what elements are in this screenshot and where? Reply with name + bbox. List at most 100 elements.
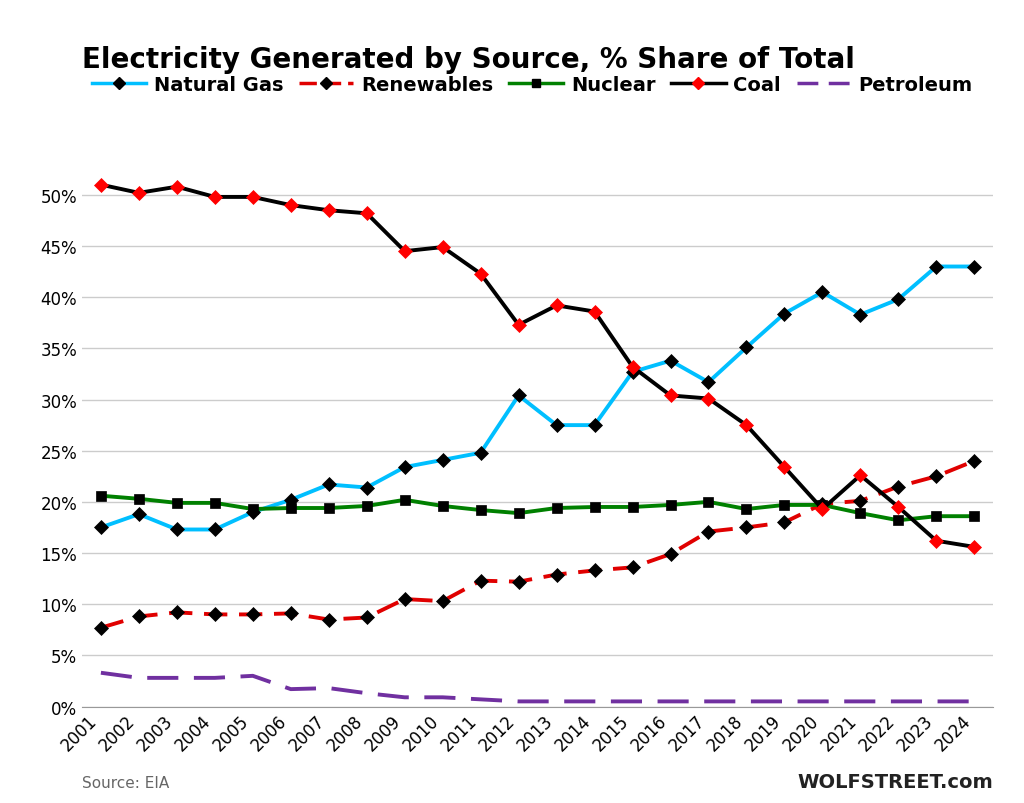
Natural Gas (892, 295, 904, 304)
Renewables (398, 594, 411, 604)
Natural Gas (171, 525, 183, 535)
Coal (95, 181, 108, 190)
Petroleum (285, 684, 297, 694)
Coal (512, 320, 524, 330)
Nuclear (285, 503, 297, 513)
Coal (360, 210, 373, 219)
Petroleum (360, 688, 373, 698)
Nuclear (436, 502, 449, 512)
Renewables (512, 577, 524, 587)
Coal (930, 536, 942, 546)
Natural Gas (247, 507, 259, 517)
Renewables (247, 609, 259, 619)
Coal (247, 193, 259, 202)
Renewables (740, 523, 753, 532)
Renewables (209, 609, 221, 619)
Natural Gas (398, 463, 411, 472)
Coal (968, 542, 980, 552)
Renewables (702, 527, 715, 536)
Nuclear (209, 499, 221, 508)
Line: Renewables: Renewables (96, 456, 979, 633)
Petroleum (171, 673, 183, 683)
Natural Gas (551, 421, 563, 430)
Coal (816, 504, 828, 514)
Natural Gas (665, 357, 677, 366)
Petroleum (474, 695, 486, 704)
Natural Gas (360, 483, 373, 493)
Nuclear (323, 503, 335, 513)
Renewables (133, 612, 145, 622)
Nuclear (702, 497, 715, 507)
Petroleum (323, 683, 335, 693)
Natural Gas (285, 495, 297, 505)
Natural Gas (95, 523, 108, 532)
Petroleum (740, 697, 753, 707)
Coal (551, 301, 563, 311)
Coal (778, 463, 791, 472)
Coal (323, 206, 335, 216)
Renewables (778, 518, 791, 528)
Renewables (892, 482, 904, 491)
Nuclear (854, 508, 866, 518)
Petroleum (589, 697, 601, 707)
Renewables (171, 608, 183, 618)
Coal (133, 189, 145, 198)
Natural Gas (474, 448, 486, 458)
Coal (209, 193, 221, 202)
Coal (171, 182, 183, 192)
Nuclear (968, 512, 980, 521)
Natural Gas (778, 309, 791, 319)
Coal (854, 471, 866, 480)
Petroleum (133, 673, 145, 683)
Nuclear (474, 506, 486, 516)
Nuclear (740, 504, 753, 514)
Petroleum (95, 668, 108, 678)
Renewables (968, 457, 980, 467)
Coal (702, 394, 715, 404)
Coal (589, 308, 601, 317)
Natural Gas (854, 311, 866, 320)
Petroleum (665, 697, 677, 707)
Petroleum (247, 671, 259, 681)
Coal (398, 247, 411, 257)
Text: Source: EIA: Source: EIA (82, 775, 169, 790)
Petroleum (512, 697, 524, 707)
Natural Gas (702, 378, 715, 388)
Natural Gas (930, 263, 942, 272)
Nuclear (627, 503, 639, 512)
Petroleum (816, 697, 828, 707)
Nuclear (665, 500, 677, 510)
Petroleum (627, 697, 639, 707)
Nuclear (816, 500, 828, 510)
Renewables (95, 623, 108, 633)
Petroleum (551, 697, 563, 707)
Nuclear (778, 500, 791, 510)
Line: Nuclear: Nuclear (96, 491, 979, 525)
Coal (474, 270, 486, 279)
Nuclear (589, 503, 601, 512)
Coal (665, 391, 677, 401)
Renewables (323, 615, 335, 625)
Natural Gas (133, 510, 145, 520)
Nuclear (95, 491, 108, 501)
Renewables (474, 576, 486, 585)
Natural Gas (323, 480, 335, 490)
Line: Petroleum: Petroleum (101, 673, 974, 702)
Coal (627, 362, 639, 372)
Renewables (854, 496, 866, 506)
Renewables (930, 472, 942, 482)
Petroleum (930, 697, 942, 707)
Coal (740, 421, 753, 430)
Renewables (589, 566, 601, 576)
Nuclear (360, 502, 373, 512)
Natural Gas (816, 288, 828, 298)
Natural Gas (740, 343, 753, 353)
Text: Electricity Generated by Source, % Share of Total: Electricity Generated by Source, % Share… (82, 47, 855, 74)
Natural Gas (209, 525, 221, 535)
Renewables (665, 549, 677, 559)
Renewables (285, 609, 297, 618)
Nuclear (512, 508, 524, 518)
Natural Gas (589, 421, 601, 430)
Nuclear (133, 495, 145, 504)
Line: Natural Gas: Natural Gas (96, 263, 979, 535)
